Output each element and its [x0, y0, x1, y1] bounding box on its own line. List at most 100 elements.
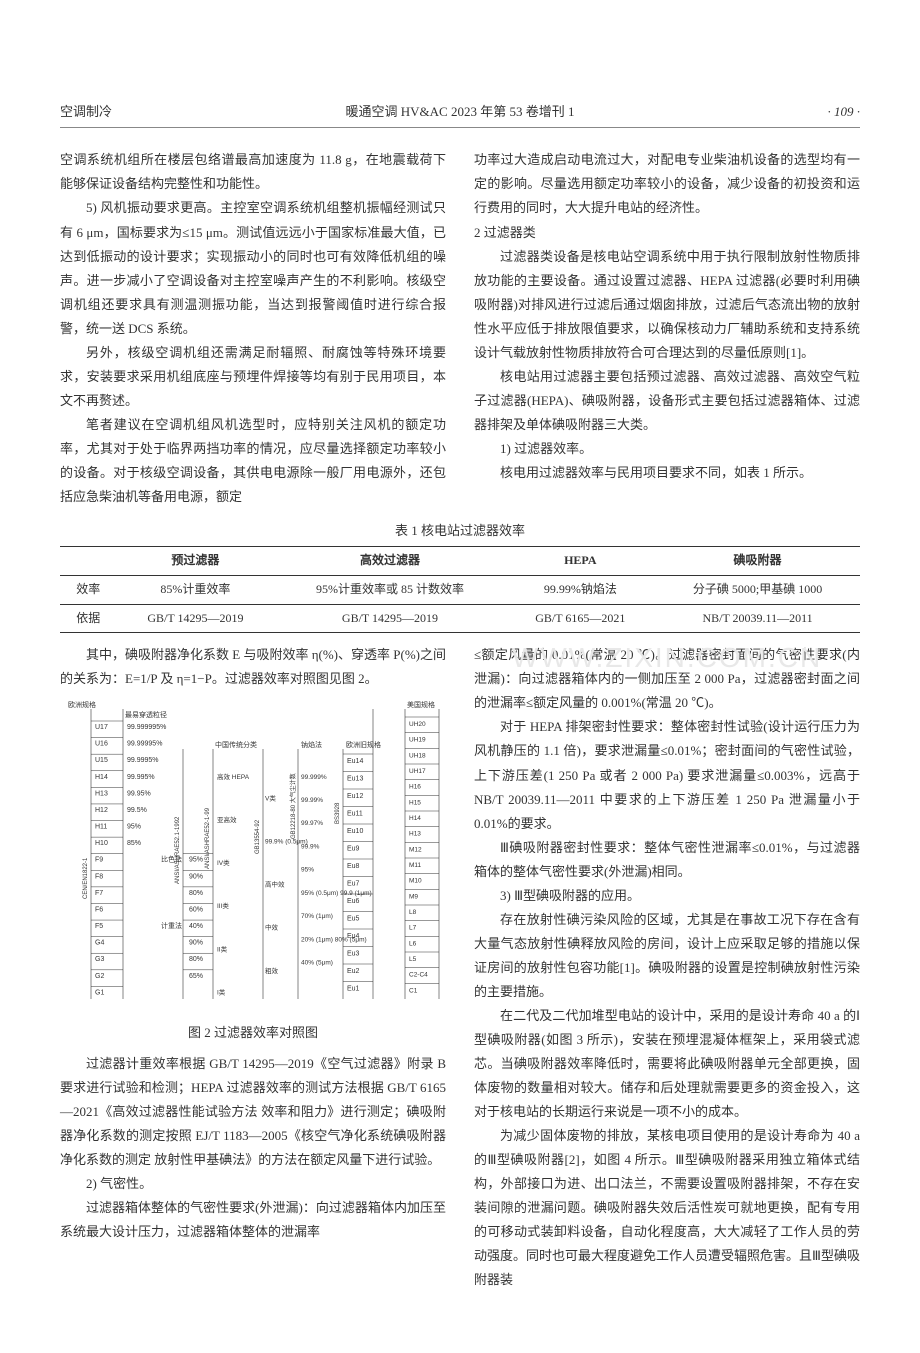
svg-text:UH20: UH20: [409, 721, 426, 728]
para-ll1: 其中，碘吸附器净化系数 E 与吸附效率 η(%)、穿透率 P(%)之间的关系为：…: [60, 643, 446, 691]
svg-text:M11: M11: [409, 862, 422, 869]
svg-text:90%: 90%: [189, 940, 203, 947]
svg-text:99.5%: 99.5%: [127, 807, 147, 814]
svg-text:BS3928: BS3928: [335, 802, 341, 824]
svg-text:计重法: 计重法: [161, 921, 182, 930]
svg-text:高效 HEPA: 高效 HEPA: [217, 772, 250, 781]
header-title: 暖通空调 HV&AC 2023 年第 53 卷增刊 1: [210, 100, 710, 123]
svg-text:亚高效: 亚高效: [217, 815, 237, 824]
svg-text:40% (5μm): 40% (5μm): [301, 960, 333, 967]
td: 95%计重效率或 85 计数效率: [274, 576, 505, 605]
svg-text:UH17: UH17: [409, 768, 426, 775]
svg-text:G2: G2: [95, 973, 104, 980]
svg-text:H13: H13: [409, 831, 421, 838]
svg-text:H14: H14: [95, 774, 108, 781]
chart-caption: 图 2 过滤器效率对照图: [60, 1021, 446, 1044]
svg-text:90%: 90%: [189, 874, 203, 881]
svg-text:95%: 95%: [127, 824, 141, 831]
table-section: 表 1 核电站过滤器效率 预过滤器 高效过滤器 HEPA 碘吸附器 效率 85%…: [60, 519, 860, 633]
para-l3: 另外，核级空调机组还需满足耐辐照、耐腐蚀等特殊环境要求，安装要求采用机组底座与预…: [60, 341, 446, 413]
svg-text:III类: III类: [217, 902, 229, 911]
svg-text:99.9%: 99.9%: [301, 844, 320, 851]
svg-text:Eu3: Eu3: [347, 951, 360, 958]
svg-text:H15: H15: [409, 800, 421, 807]
para-lr4: 3) Ⅲ型碘吸附器的应用。: [474, 884, 860, 908]
svg-text:Eu8: Eu8: [347, 863, 360, 870]
svg-text:99.99995%: 99.99995%: [127, 741, 162, 748]
svg-text:F9: F9: [95, 857, 103, 864]
svg-text:V类: V类: [265, 794, 276, 803]
upper-left-column: 空调系统机组所在楼层包络谱最高加速度为 11.8 g，在地震载荷下能够保证设备结…: [60, 148, 446, 509]
svg-text:H13: H13: [95, 791, 108, 798]
lower-columns: 其中，碘吸附器净化系数 E 与吸附效率 η(%)、穿透率 P(%)之间的关系为：…: [60, 643, 860, 1292]
table-header-row: 预过滤器 高效过滤器 HEPA 碘吸附器: [60, 547, 860, 576]
td: GB/T 6165—2021: [506, 604, 656, 633]
svg-text:Eu11: Eu11: [347, 811, 363, 818]
svg-text:Eu1: Eu1: [347, 986, 360, 993]
svg-text:中国传统分类: 中国传统分类: [215, 740, 257, 749]
svg-text:99.95%: 99.95%: [127, 791, 151, 798]
svg-text:Eu13: Eu13: [347, 776, 363, 783]
para-ll4: 过滤器箱体整体的气密性要求(外泄漏)：向过滤器箱体内加压至系统最大设计压力，过滤…: [60, 1196, 446, 1244]
svg-text:Eu5: Eu5: [347, 916, 360, 923]
filter-efficiency-chart: 欧洲规格最易穿透粒径中国传统分类钠焰法欧洲旧规格美国规格U17U16U15H14…: [60, 699, 446, 1044]
svg-text:粗效: 粗效: [265, 966, 279, 975]
svg-text:M12: M12: [409, 847, 422, 854]
lower-left-column: 其中，碘吸附器净化系数 E 与吸附效率 η(%)、穿透率 P(%)之间的关系为：…: [60, 643, 446, 1292]
svg-text:99.995%: 99.995%: [127, 774, 155, 781]
svg-text:UH19: UH19: [409, 737, 426, 744]
svg-text:G1: G1: [95, 990, 104, 997]
para-r3: 过滤器类设备是核电站空调系统中用于执行限制放射性物质排放功能的主要设备。通过设置…: [474, 245, 860, 365]
svg-text:H14: H14: [409, 815, 421, 822]
svg-text:H11: H11: [95, 824, 107, 831]
lower-right-column: WWW.ZIXIN.COM.CN ≤额定风量的 0.01%(常温 20 ℃)。过…: [474, 643, 860, 1292]
svg-text:C1: C1: [409, 988, 418, 995]
td: 依据: [60, 604, 116, 633]
para-lr7: 为减少固体废物的排放，某核电项目使用的是设计寿命为 40 a 的Ⅲ型碘吸附器[2…: [474, 1124, 860, 1292]
svg-text:G4: G4: [95, 940, 104, 947]
para-lr1: ≤额定风量的 0.01%(常温 20 ℃)。过滤器密封面间的气密性要求(内泄漏)…: [474, 643, 860, 715]
svg-text:欧洲规格: 欧洲规格: [68, 700, 96, 709]
section-heading-2: 2 过滤器类: [474, 221, 860, 245]
svg-text:L7: L7: [409, 925, 417, 932]
svg-text:Eu12: Eu12: [347, 793, 363, 800]
svg-text:欧洲旧规格: 欧洲旧规格: [346, 740, 381, 749]
upper-right-column: 功率过大造成启动电流过大，对配电专业柴油机设备的选型均有一定的影响。尽量选用额定…: [474, 148, 860, 509]
svg-text:Eu14: Eu14: [347, 758, 363, 765]
svg-text:I类: I类: [217, 988, 226, 997]
table-row: 依据 GB/T 14295—2019 GB/T 14295—2019 GB/T …: [60, 604, 860, 633]
td: NB/T 20039.11—2011: [655, 604, 860, 633]
svg-text:IV类: IV类: [217, 858, 230, 867]
svg-text:Eu6: Eu6: [347, 898, 360, 905]
th-blank: [60, 547, 116, 576]
svg-text:F7: F7: [95, 890, 103, 897]
th-iodine: 碘吸附器: [655, 547, 860, 576]
svg-text:Eu2: Eu2: [347, 968, 360, 975]
td: GB/T 14295—2019: [116, 604, 274, 633]
page: 空调制冷 暖通空调 HV&AC 2023 年第 53 卷增刊 1 · 109 ·…: [0, 0, 920, 1353]
svg-text:M10: M10: [409, 878, 422, 885]
svg-text:85%: 85%: [127, 840, 141, 847]
td: 效率: [60, 576, 116, 605]
para-lr5: 存在放射性碘污染风险的区域，尤其是在事故工况下存在含有大量气态放射性碘释放风险的…: [474, 908, 860, 1004]
svg-text:美国规格: 美国规格: [407, 700, 435, 709]
td: 85%计重效率: [116, 576, 274, 605]
svg-text:99.99%: 99.99%: [301, 797, 323, 804]
svg-text:H16: H16: [409, 784, 421, 791]
svg-text:80%: 80%: [189, 957, 203, 964]
svg-text:ANSI/ASHRAE52.1-1992: ANSI/ASHRAE52.1-1992: [175, 816, 181, 884]
header-journal: 空调制冷: [60, 100, 210, 123]
para-r6: 核电用过滤器效率与民用项目要求不同，如表 1 所示。: [474, 461, 860, 485]
svg-text:65%: 65%: [189, 973, 203, 980]
svg-text:U17: U17: [95, 724, 108, 731]
svg-text:G3: G3: [95, 957, 104, 964]
svg-text:Eu7: Eu7: [347, 881, 360, 888]
svg-text:L8: L8: [409, 909, 417, 916]
table-row: 效率 85%计重效率 95%计重效率或 85 计数效率 99.99%钠焰法 分子…: [60, 576, 860, 605]
para-ll2: 过滤器计重效率根据 GB/T 14295—2019《空气过滤器》附录 B 要求进…: [60, 1052, 446, 1172]
svg-text:F6: F6: [95, 907, 103, 914]
svg-text:L6: L6: [409, 941, 417, 948]
th-hepa: HEPA: [506, 547, 656, 576]
td: 分子碘 5000;甲基碘 1000: [655, 576, 860, 605]
svg-text:99.97%: 99.97%: [301, 821, 323, 828]
